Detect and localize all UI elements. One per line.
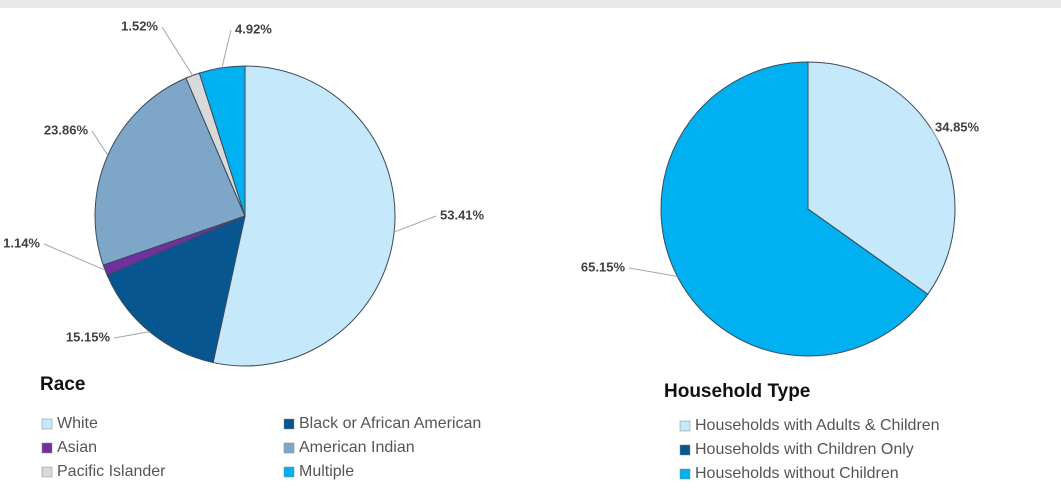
pie-slice — [94, 77, 246, 266]
legend-swatch — [679, 420, 691, 432]
leader-line — [43, 243, 106, 271]
pie-slice — [807, 61, 956, 295]
data-label: 34.85% — [935, 119, 980, 134]
legend-swatch — [679, 444, 691, 456]
legend-label: Households with Children Only — [695, 441, 914, 458]
pie-slice — [198, 65, 246, 217]
leader-line — [113, 331, 150, 339]
leader-line — [628, 267, 678, 277]
leader-line — [161, 26, 194, 76]
data-label: 65.15% — [581, 259, 626, 274]
pie-slice — [660, 61, 929, 357]
legend-swatch — [283, 466, 295, 478]
data-label: 53.41% — [440, 207, 485, 222]
legend-swatch — [283, 442, 295, 454]
leader-line — [91, 130, 109, 156]
legend-swatch — [679, 468, 691, 480]
legend-label: White — [57, 415, 98, 432]
leader-line — [221, 29, 232, 68]
legend-label: Asian — [57, 439, 97, 456]
legend-label: Pacific Islander — [57, 463, 166, 480]
legend-label: American Indian — [299, 439, 415, 456]
chart-title: Household Type — [664, 381, 810, 402]
leader-line — [393, 215, 437, 233]
data-label: 15.15% — [66, 329, 111, 344]
legend-swatch — [41, 466, 53, 478]
legend-label: Black or African American — [299, 415, 481, 432]
legend-label: Multiple — [299, 463, 354, 480]
data-label: 23.86% — [44, 122, 89, 137]
legend-swatch — [41, 442, 53, 454]
chart-title: Race — [40, 374, 85, 395]
leader-line — [930, 127, 940, 142]
data-label: 1.52% — [121, 18, 158, 33]
legend-label: Households without Children — [695, 465, 899, 482]
pie-slice — [106, 215, 246, 364]
legend-label: Households with Adults & Children — [695, 417, 940, 434]
data-label: 1.14% — [3, 235, 40, 250]
legend-swatch — [283, 418, 295, 430]
legend-swatch — [41, 418, 53, 430]
top-bar — [0, 0, 1061, 8]
data-label: 4.92% — [235, 21, 272, 36]
